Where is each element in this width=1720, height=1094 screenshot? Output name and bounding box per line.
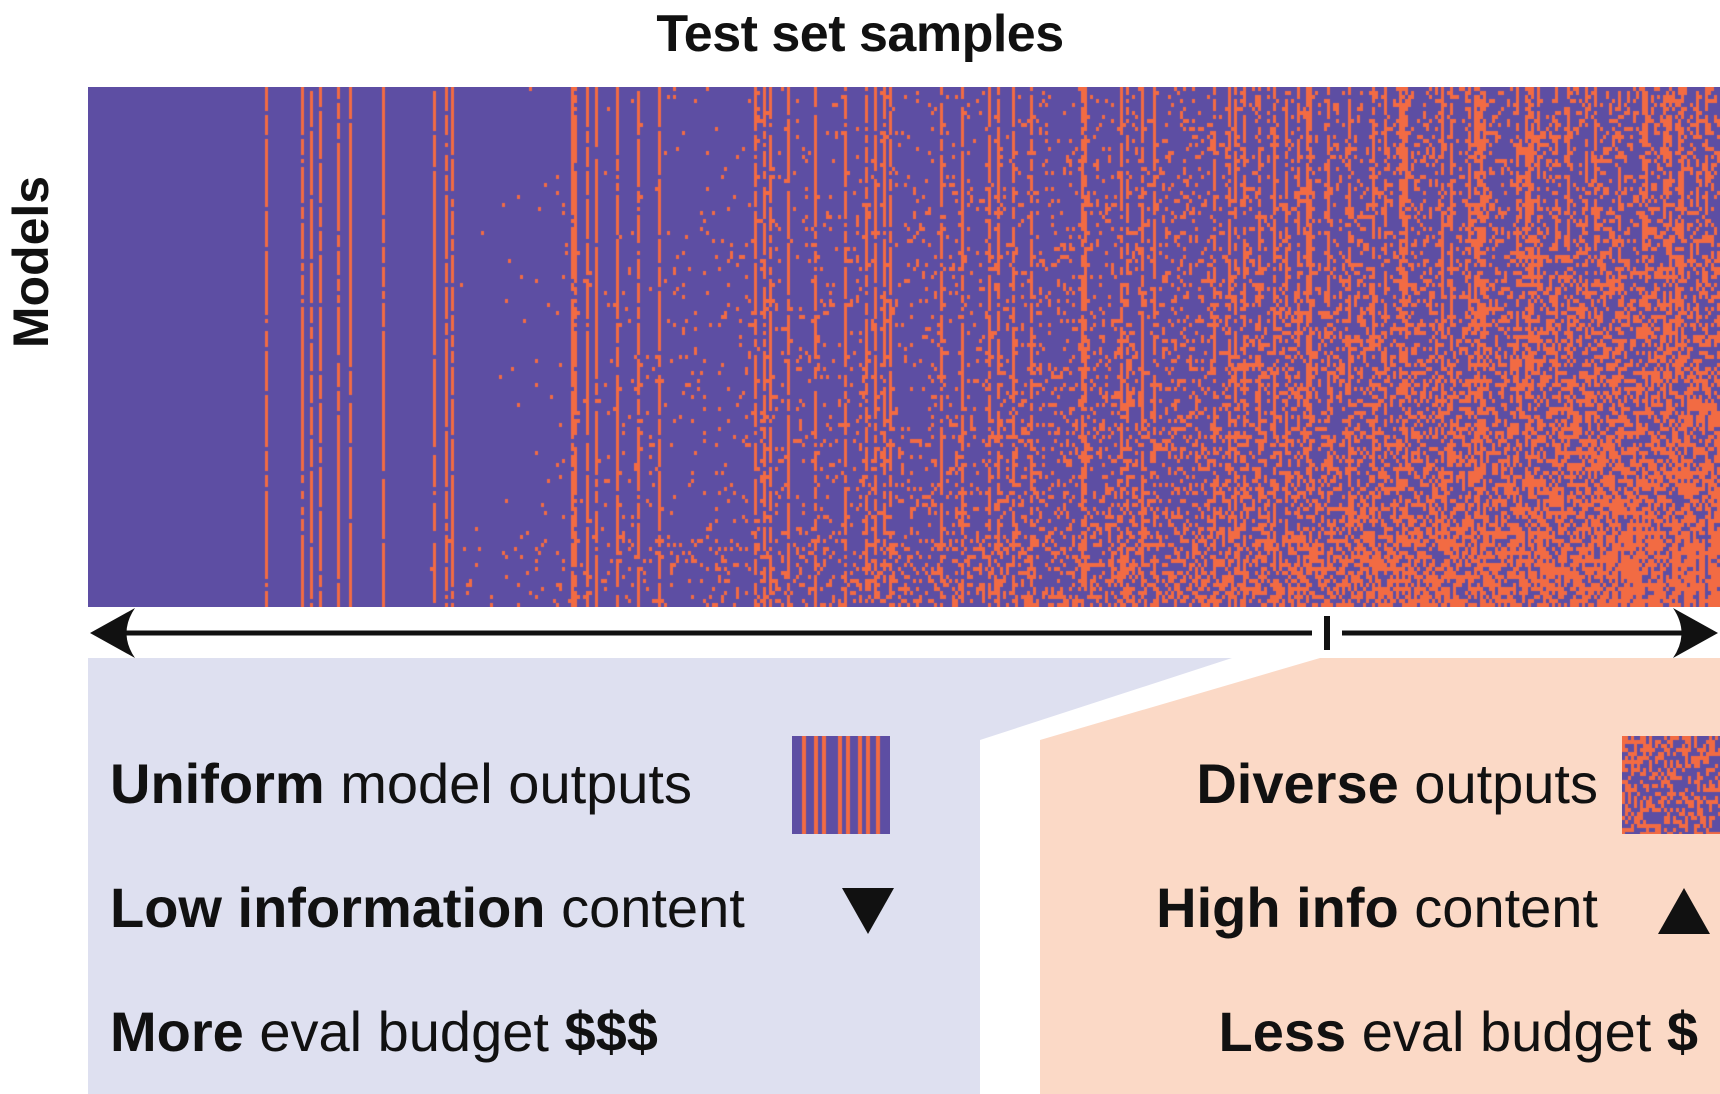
model-sample-heatmap xyxy=(88,87,1720,607)
high-info-rest: content xyxy=(1398,876,1598,939)
left-panel-bg xyxy=(88,658,1232,1094)
more-rest: eval budget xyxy=(243,1000,565,1063)
low-info-rest: content xyxy=(545,876,745,939)
left-line-budget: More eval budget $$$ xyxy=(110,1000,658,1064)
diverse-rest: outputs xyxy=(1398,752,1598,815)
figure-title: Test set samples xyxy=(656,5,1064,63)
left-line-uniform: Uniform model outputs xyxy=(110,752,692,816)
up-triangle-icon xyxy=(1658,888,1710,934)
right-line-high-info: High info content xyxy=(1156,876,1598,940)
diverse-sample-swatch xyxy=(1622,736,1720,834)
right-arrowhead-icon xyxy=(1673,608,1718,658)
more-bold: More xyxy=(110,1000,244,1063)
less-dollar: $ xyxy=(1666,1000,1698,1063)
less-bold: Less xyxy=(1218,1000,1347,1063)
diverse-bold: Diverse xyxy=(1196,752,1399,815)
right-panel-bg xyxy=(1040,658,1720,1094)
uniform-sample-swatch xyxy=(792,736,890,834)
low-info-bold: Low information xyxy=(110,876,546,939)
left-line-low-info: Low information content xyxy=(110,876,745,940)
left-arrowhead-icon xyxy=(90,608,135,658)
uniform-bold: Uniform xyxy=(110,752,325,815)
more-dollars: $$$ xyxy=(564,1000,658,1063)
right-line-budget: Less eval budget $ xyxy=(1219,1000,1698,1064)
down-triangle-icon xyxy=(842,888,894,934)
less-rest: eval budget xyxy=(1346,1000,1667,1063)
right-line-diverse: Diverse outputs xyxy=(1196,752,1598,816)
uniform-rest: model outputs xyxy=(324,752,692,815)
high-info-bold: High info xyxy=(1156,876,1399,939)
